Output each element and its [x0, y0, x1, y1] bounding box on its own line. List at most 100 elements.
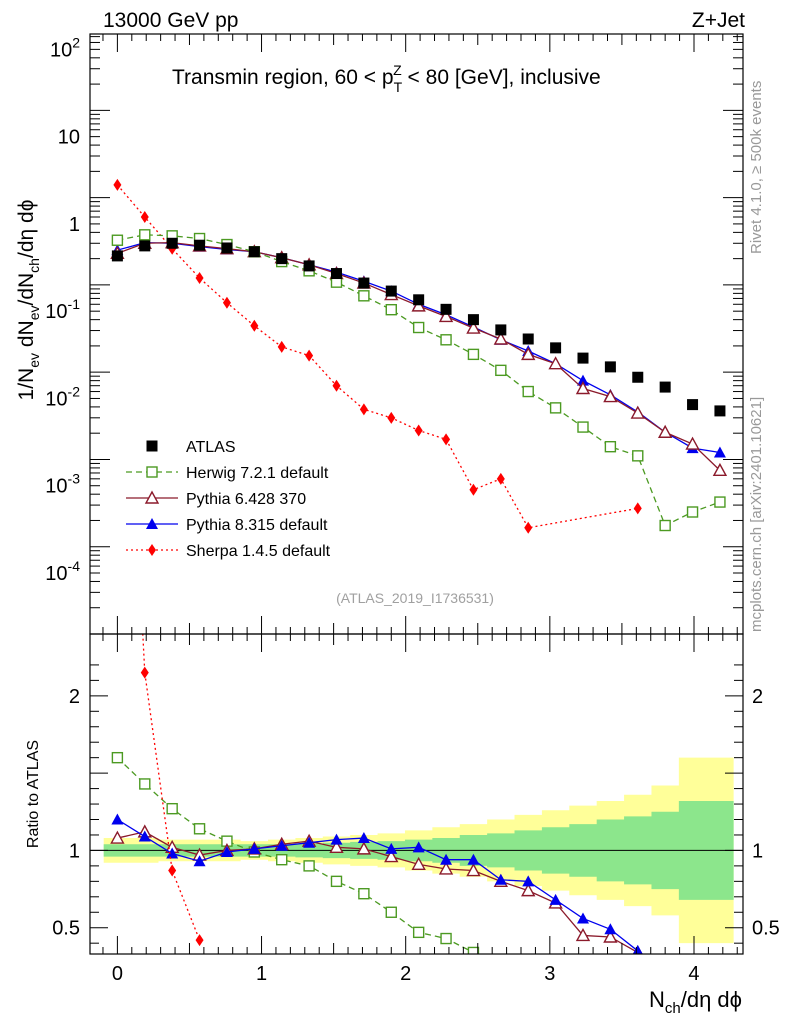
pythia-6-428-370-point	[712, 462, 728, 477]
legend-label: Pythia 8.315 default	[186, 517, 328, 534]
pythia-6-428-370-ratio-point	[603, 929, 618, 943]
sherpa-1-4-5-default-ratio-point	[113, 133, 121, 145]
pythia-6-428-370-point	[521, 346, 536, 361]
herwig-7-2-1-default-ratio-point	[358, 888, 370, 900]
pythia-6-428-370-point	[438, 309, 454, 323]
sherpa-1-4-5-default-point	[222, 296, 231, 309]
herwig-7-2-1-default-point	[522, 385, 534, 398]
legend-marker	[146, 440, 158, 452]
pythia-8-315-default-point	[713, 446, 726, 458]
x-tick-label: 0	[112, 963, 123, 985]
pythia-6-428-370-ratio-point	[575, 927, 591, 942]
pythia-6-428-370-ratio-point	[411, 856, 426, 871]
pythia-6-428-370-ratio-point	[466, 863, 481, 877]
pythia-8-315-default-ratio-point	[330, 833, 343, 845]
pythia-8-315-default-ratio-point	[193, 855, 206, 867]
herwig-7-2-1-default-point	[467, 348, 480, 361]
atlas-point	[194, 239, 206, 251]
analysis-watermark: (ATLAS_2019_I1736531)	[336, 590, 494, 606]
atlas-point	[632, 371, 644, 383]
pythia-8-315-default-ratio-point	[220, 845, 233, 857]
pythia-8-315-default-ratio-point	[412, 841, 425, 853]
x-tick-label: 1	[256, 963, 267, 985]
herwig-7-2-1-default-point	[495, 364, 507, 377]
ratio-tick-label-right: 0.5	[752, 918, 780, 940]
herwig-7-2-1-default-point	[604, 441, 617, 453]
ratio-tick-label-left: 2	[69, 686, 80, 708]
pythia-8-315-default-ratio-point	[522, 875, 535, 887]
herwig-7-2-1-default-point	[632, 450, 644, 462]
atlas-point	[604, 361, 616, 373]
pythia-8-315-default-ratio-line	[117, 818, 639, 952]
atlas-point	[440, 303, 452, 315]
herwig-7-2-1-default-point	[577, 421, 589, 433]
herwig-7-2-1-default-point	[385, 303, 397, 316]
herwig-7-2-1-default-ratio-point	[193, 823, 206, 835]
ratio-tick-label-right: 1	[752, 840, 763, 862]
atlas-point	[276, 253, 288, 265]
pythia-8-315-default-ratio-point	[604, 923, 617, 935]
sherpa-1-4-5-default-ratio-point	[168, 864, 177, 877]
atlas-point	[248, 246, 260, 258]
sherpa-1-4-5-default-point	[332, 379, 341, 392]
y-tick-label: 10-4	[45, 558, 80, 585]
sherpa-1-4-5-default-point	[195, 272, 204, 285]
herwig-7-2-1-default-point	[111, 234, 124, 246]
ratio-tick-label-left: 0.5	[52, 918, 80, 940]
atlas-point	[467, 314, 479, 326]
sherpa-1-4-5-default-point	[442, 433, 451, 446]
pythia-6-428-370-ratio-point	[356, 841, 372, 855]
herwig-7-2-1-default-point	[714, 496, 726, 508]
legend: ATLAS Herwig 7.2.1 default Pythia 6.428 37…	[126, 439, 331, 560]
sherpa-1-4-5-default-series	[113, 178, 642, 534]
herwig-7-2-1-default-ratio-point	[412, 926, 425, 939]
herwig-7-2-1-default-ratio-point	[303, 860, 315, 872]
atlas-point	[714, 405, 726, 417]
herwig-7-2-1-default-point	[659, 519, 671, 532]
legend-marker	[146, 466, 158, 478]
y-tick-label: 1	[69, 214, 80, 236]
pythia-6-428-370-point	[657, 424, 673, 438]
pythia-6-428-370-point	[630, 405, 645, 419]
pythia-8-315-default-line	[117, 241, 721, 454]
pythia-6-428-370-ratio-point	[110, 830, 125, 844]
sherpa-1-4-5-default-point	[277, 340, 286, 353]
legend-marker	[144, 490, 160, 504]
pythia-8-315-default-ratio-point	[385, 842, 398, 854]
pythia-8-315-default-ratio-point	[111, 813, 124, 825]
pythia-8-315-default-ratio-point	[576, 912, 589, 924]
atlas-point	[166, 237, 178, 249]
mcplots-reference-label: mcplots.cern.ch [arXiv:2401.10621]	[748, 396, 765, 632]
legend-marker	[146, 518, 158, 529]
pythia-8-315-default-ratio-point	[549, 893, 562, 905]
atlas-point	[111, 250, 123, 262]
sherpa-1-4-5-default-point	[524, 521, 533, 534]
y-tick-label: 10-1	[45, 296, 80, 323]
ratio-axis-label: Ratio to ATLAS	[25, 740, 42, 848]
pythia-6-428-370-point	[575, 381, 591, 395]
sherpa-1-4-5-default-ratio-line	[142, 634, 201, 941]
pythia-8-315-default-ratio-point	[138, 830, 151, 842]
sherpa-1-4-5-default-point	[469, 483, 478, 496]
herwig-7-2-1-default-point	[139, 229, 151, 241]
legend-item-herwig-7-2-1-default: Herwig 7.2.1 default	[126, 465, 329, 482]
pythia-6-428-370-ratio-point	[438, 861, 454, 875]
sherpa-1-4-5-default-point	[496, 472, 505, 485]
atlas-point	[221, 242, 233, 254]
legend-item-atlas: ATLAS	[146, 439, 236, 456]
legend-item-pythia-6-428-370: Pythia 6.428 370	[126, 490, 306, 508]
x-tick-label: 2	[400, 963, 411, 985]
pythia-8-315-default-ratio-point	[166, 847, 179, 859]
pythia-6-428-370-point	[603, 389, 618, 403]
pythia-8-315-default-ratio-point	[248, 842, 261, 854]
pythia-8-315-default-ratio-point	[467, 853, 480, 865]
herwig-7-2-1-default-ratio-point	[111, 751, 124, 764]
atlas-point	[139, 240, 151, 252]
ratio-frame	[89, 633, 744, 955]
sherpa-1-4-5-default-point	[387, 411, 396, 424]
sherpa-1-4-5-default-point	[140, 211, 149, 224]
pythia-6-428-370-ratio-point	[384, 849, 399, 863]
herwig-7-2-1-default-point	[440, 334, 452, 346]
axis-ticks: 0 1 2 3 4 10-4 10-3 10-2 10-1 1 10 102 0.5 0.5 1 1 2 2	[45, 34, 780, 985]
legend-item-sherpa-1-4-5-default: Sherpa 1.4.5 default	[126, 543, 331, 560]
